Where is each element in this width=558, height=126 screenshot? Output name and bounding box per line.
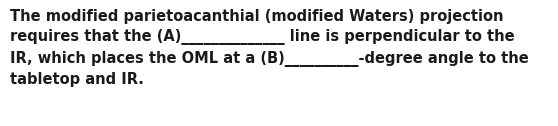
Text: The modified parietoacanthial (modified Waters) projection
requires that the (A): The modified parietoacanthial (modified … bbox=[10, 9, 529, 87]
